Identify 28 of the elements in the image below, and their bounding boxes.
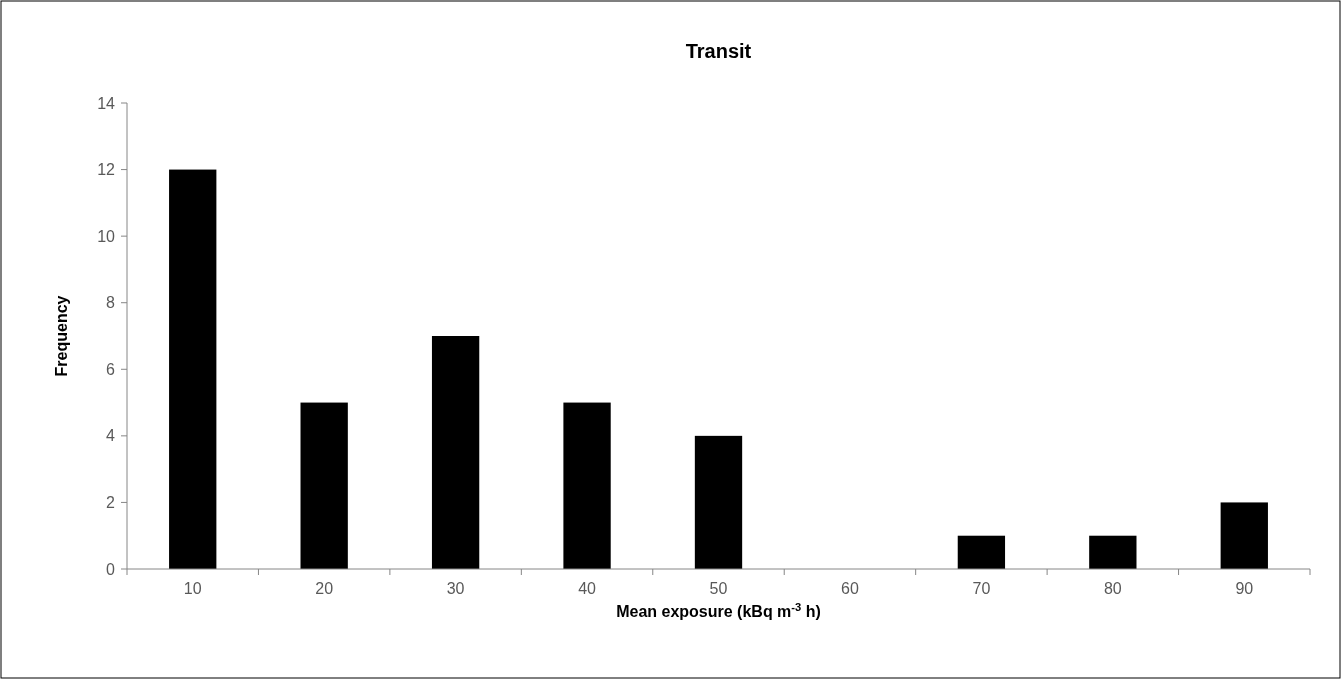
x-tick-label: 30 (446, 580, 465, 597)
y-tick-label: 4 (106, 427, 116, 445)
x-tick-label: 20 (315, 580, 334, 597)
y-tick-label: 8 (106, 294, 116, 312)
x-tick-label: 80 (1103, 580, 1122, 597)
bar (300, 402, 348, 569)
y-tick-label: 14 (97, 94, 116, 112)
bar (1220, 502, 1268, 569)
x-tick-label: 60 (841, 580, 859, 597)
x-tick-label: 70 (972, 580, 991, 597)
bar (431, 336, 480, 569)
x-tick-label: 10 (183, 580, 202, 597)
y-tick-label: 6 (106, 360, 116, 378)
bar (694, 435, 743, 569)
x-tick-label: 50 (709, 580, 728, 597)
bar (169, 169, 217, 569)
y-axis-title: Frequency (53, 295, 70, 377)
bar (1089, 535, 1137, 569)
x-axis-title: Mean exposure (kBq m$^{-3}$ h) (616, 601, 821, 620)
y-tick-label: 2 (106, 494, 116, 512)
x-tick-label: 40 (578, 580, 597, 597)
bar (957, 535, 1006, 569)
bar (563, 402, 611, 569)
y-tick-label: 10 (97, 227, 116, 245)
x-tick-label: 90 (1235, 580, 1254, 597)
y-tick-label: 0 (106, 560, 116, 578)
chart-title: Transit (685, 40, 752, 62)
y-tick-label: 12 (97, 161, 116, 179)
